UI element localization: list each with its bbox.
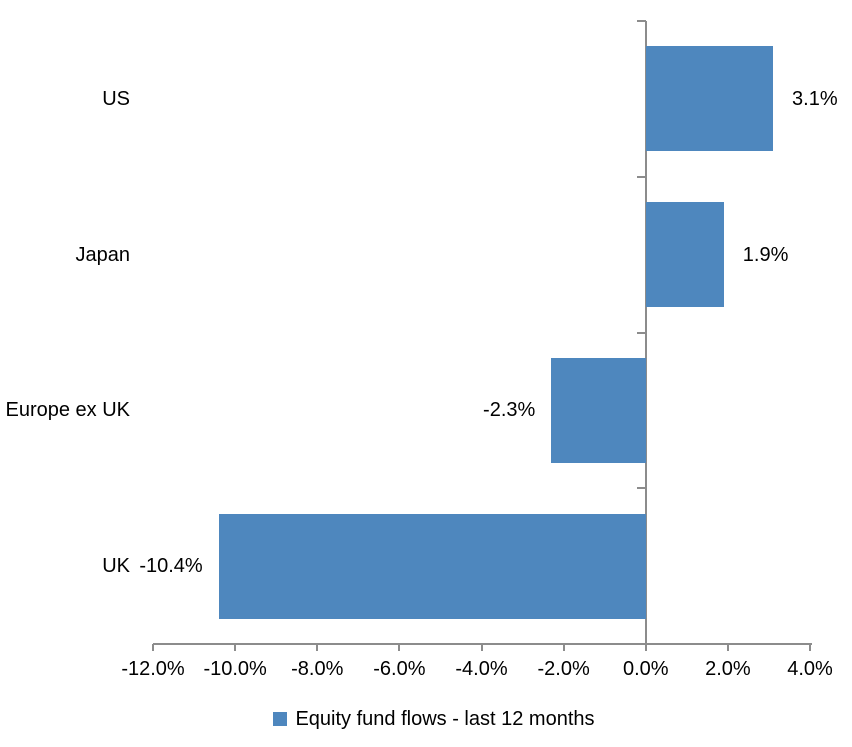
y-axis-line (644, 21, 647, 651)
value-label: -10.4% (139, 555, 203, 578)
x-axis-line (153, 643, 812, 645)
category-label: Japan (75, 243, 131, 266)
x-tick (398, 644, 401, 651)
x-tick (809, 644, 811, 651)
x-tick (562, 644, 565, 651)
bar (645, 202, 724, 308)
category-tick (636, 331, 646, 334)
x-tick (316, 644, 319, 651)
x-tick-label: 0.0% (622, 658, 669, 680)
category-tick (636, 20, 646, 22)
x-tick (234, 644, 237, 651)
x-tick (726, 644, 729, 651)
legend: Equity fund flows - last 12 months (8, 706, 852, 732)
category-label: Europe ex UK (5, 399, 130, 422)
category-tick (636, 643, 646, 645)
x-tick-label: -12.0% (121, 658, 185, 680)
x-tick-label: -2.0% (537, 658, 590, 680)
category-label: UK (102, 555, 130, 578)
category-tick (636, 175, 646, 178)
x-tick-label: -8.0% (291, 658, 344, 680)
x-tick-label: 2.0% (705, 658, 751, 680)
value-label: -2.3% (483, 399, 536, 422)
category-tick (636, 487, 646, 490)
bar (551, 357, 646, 463)
x-tick-label: -10.0% (203, 658, 267, 680)
x-tick-label: -6.0% (373, 658, 426, 680)
bar (218, 513, 646, 619)
legend-label: Equity fund flows - last 12 months (295, 708, 595, 730)
category-label: US (102, 87, 130, 110)
x-tick-label: -4.0% (455, 658, 508, 680)
legend-swatch-icon (273, 712, 288, 726)
x-tick (644, 644, 647, 651)
x-tick-label: 4.0% (787, 658, 833, 680)
x-tick (480, 644, 483, 651)
value-label: 3.1% (792, 87, 838, 110)
bar (645, 46, 774, 152)
x-tick (152, 644, 154, 651)
value-label: 1.9% (742, 243, 789, 266)
